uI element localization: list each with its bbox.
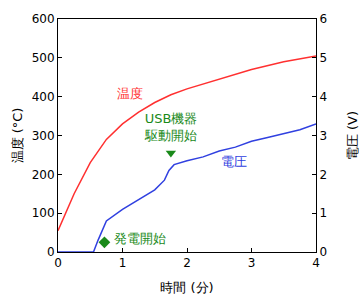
svg-text:時間 (分): 時間 (分) xyxy=(160,280,213,295)
svg-text:0: 0 xyxy=(54,256,62,270)
svg-text:2: 2 xyxy=(319,168,327,182)
svg-text:1: 1 xyxy=(319,206,327,220)
svg-text:4: 4 xyxy=(319,90,327,104)
svg-text:300: 300 xyxy=(32,129,55,143)
svg-text:200: 200 xyxy=(32,168,55,182)
svg-text:100: 100 xyxy=(32,206,55,220)
svg-text:0: 0 xyxy=(319,245,327,259)
svg-text:USB機器駆動開始: USB機器駆動開始 xyxy=(144,111,197,143)
svg-text:5: 5 xyxy=(319,51,327,65)
svg-text:1: 1 xyxy=(119,256,127,270)
svg-text:3: 3 xyxy=(248,256,256,270)
svg-text:温度 (°C): 温度 (°C) xyxy=(10,108,25,164)
svg-text:6: 6 xyxy=(319,12,327,26)
svg-text:600: 600 xyxy=(32,12,55,26)
svg-text:発電開始: 発電開始 xyxy=(114,231,166,246)
svg-text:電圧 (V): 電圧 (V) xyxy=(345,111,360,160)
svg-text:3: 3 xyxy=(319,129,327,143)
svg-text:温度: 温度 xyxy=(117,86,143,101)
svg-text:0: 0 xyxy=(47,245,55,259)
svg-text:4: 4 xyxy=(312,256,320,270)
svg-text:500: 500 xyxy=(32,51,55,65)
svg-text:400: 400 xyxy=(32,90,55,104)
svg-text:電圧: 電圧 xyxy=(221,154,247,169)
svg-text:2: 2 xyxy=(183,256,191,270)
